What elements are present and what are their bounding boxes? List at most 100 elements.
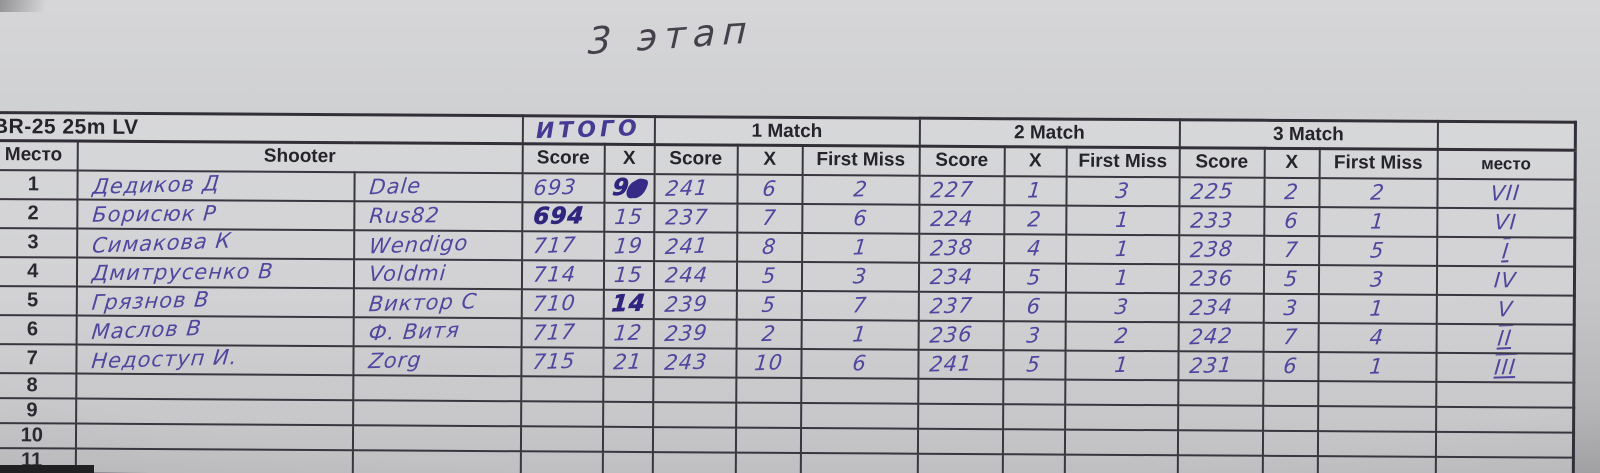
cell-place-number: 1 [0, 169, 78, 200]
cell-shooter-name [75, 373, 353, 400]
row-number-text: 1 [27, 172, 39, 195]
cell-shooter-name: Грязнов В [76, 286, 354, 317]
shooter-column-header: Shooter [77, 141, 523, 173]
cell-m2-score [917, 378, 1003, 404]
handwritten-value: 241 [663, 175, 710, 201]
handwritten-value: 693 [531, 174, 578, 201]
cell-m1-x [735, 452, 801, 473]
handwritten-value: 715 [530, 348, 577, 375]
cell-m2-first-miss [1064, 379, 1178, 405]
handwritten-value: 15 [613, 262, 644, 288]
cell-m2-first-miss: 1 [1065, 234, 1179, 264]
handwritten-value: 21 [612, 349, 644, 375]
cell-m1-score: 243 [652, 347, 737, 378]
handwritten-value: 224 [928, 206, 974, 232]
handwritten-value: 1 [1113, 265, 1131, 291]
cell-m3-score: 225 [1178, 176, 1265, 207]
cell-m3-first-miss [1317, 405, 1436, 432]
handwritten-value: Дедиков Д [90, 171, 221, 199]
cell-final-place: II [1436, 323, 1575, 354]
cell-m2-first-miss: 2 [1065, 321, 1179, 351]
handwritten-value: 3 [1113, 294, 1131, 320]
handwritten-value: 8 [760, 234, 778, 260]
handwritten-value: 234 [928, 264, 974, 290]
cell-m2-first-miss [1064, 454, 1178, 473]
handwritten-itogo-label: ИТОГО [535, 116, 642, 145]
cell-place-number: 7 [0, 343, 77, 374]
handwritten-value: 3 [1369, 267, 1386, 292]
m3-first-miss-header: First Miss [1319, 148, 1438, 179]
cell-shooter-nickname: Zorg [352, 345, 522, 376]
handwritten-value: 1 [851, 235, 869, 260]
handwritten-value: 1 [1369, 296, 1386, 321]
cell-m3-first-miss: 2 [1318, 177, 1438, 208]
handwritten-value: 714 [531, 262, 577, 287]
cell-final-place: V [1436, 294, 1575, 325]
handwritten-value: Дмитрусенко В [90, 259, 275, 286]
cell-total-x: 15 [603, 202, 654, 232]
handwritten-value: 5 [1369, 238, 1387, 263]
cell-m2-x: 5 [1002, 349, 1066, 380]
cell-m2-first-miss: 1 [1064, 350, 1179, 380]
cell-shooter-nickname: Voldmi [353, 258, 522, 289]
m2-x-header: X [1004, 146, 1067, 177]
handwritten-value: 239 [662, 320, 709, 347]
cell-m1-first-miss: 3 [801, 261, 919, 292]
cell-m2-first-miss [1064, 404, 1178, 430]
empty-corner-cell [1437, 121, 1576, 151]
cell-m3-score [1177, 429, 1263, 456]
cell-m2-first-miss [1064, 429, 1178, 455]
handwritten-value: 1 [851, 322, 869, 347]
handwritten-value: 236 [927, 322, 974, 348]
cell-m2-x: 6 [1003, 291, 1066, 322]
cell-final-place [1435, 456, 1574, 473]
cell-total-x [602, 376, 653, 402]
handwritten-value: 236 [1188, 266, 1234, 291]
cell-m3-x [1262, 405, 1318, 431]
handwritten-value: V [1496, 297, 1514, 322]
cell-m1-first-miss: 1 [801, 232, 919, 263]
cell-m1-first-miss: 6 [800, 348, 919, 379]
cell-m2-x [1002, 453, 1065, 473]
cell-m1-x: 7 [736, 203, 802, 233]
cell-m1-x: 5 [736, 261, 802, 291]
handwritten-value: Dale [367, 173, 422, 200]
match3-header: 3 Match [1179, 119, 1438, 150]
handwritten-value: 2 [1113, 323, 1131, 349]
cell-m1-x: 6 [736, 174, 803, 204]
cell-total-score: 693 [521, 172, 605, 203]
cell-m1-x [735, 402, 801, 428]
handwritten-value: 2 [852, 177, 869, 202]
cell-m1-score [652, 376, 736, 403]
handwritten-value: 1 [1369, 209, 1386, 234]
cell-m1-first-miss: 6 [801, 203, 919, 234]
m2-score-header: Score [919, 146, 1005, 176]
handwritten-value: IV [1493, 268, 1518, 293]
handwritten-value: Zorg [366, 347, 423, 374]
handwritten-value: 694 [531, 203, 586, 230]
cell-m3-x [1262, 380, 1318, 406]
handwritten-value: 5 [1026, 265, 1043, 290]
cell-m1-score: 241 [653, 173, 738, 204]
cell-m2-first-miss: 1 [1065, 263, 1179, 293]
handwritten-value: 1 [1368, 354, 1386, 379]
handwritten-value: 5 [760, 292, 778, 318]
cell-m1-x: 2 [736, 319, 802, 349]
handwritten-value: 7 [851, 293, 869, 318]
cell-m2-x [1002, 403, 1065, 430]
cell-shooter-name: Недоступ И. [75, 344, 354, 375]
cell-m1-x: 5 [736, 290, 802, 320]
cell-m3-first-miss [1317, 455, 1436, 473]
cell-m1-x [735, 427, 801, 453]
handwritten-value: Rus82 [367, 203, 441, 228]
handwritten-value: Грязнов В [90, 287, 211, 315]
cell-m3-score: 236 [1178, 263, 1264, 294]
cell-final-place: I [1436, 236, 1575, 267]
handwritten-value: 4 [1026, 236, 1044, 261]
cell-place-number: 5 [0, 285, 77, 316]
cell-shooter-name: Дедиков Д [76, 170, 355, 201]
cell-place-number: 8 [0, 372, 76, 399]
handwritten-value: 2 [1026, 207, 1043, 232]
cell-m3-score [1177, 404, 1263, 431]
cell-m3-score [1177, 379, 1263, 406]
